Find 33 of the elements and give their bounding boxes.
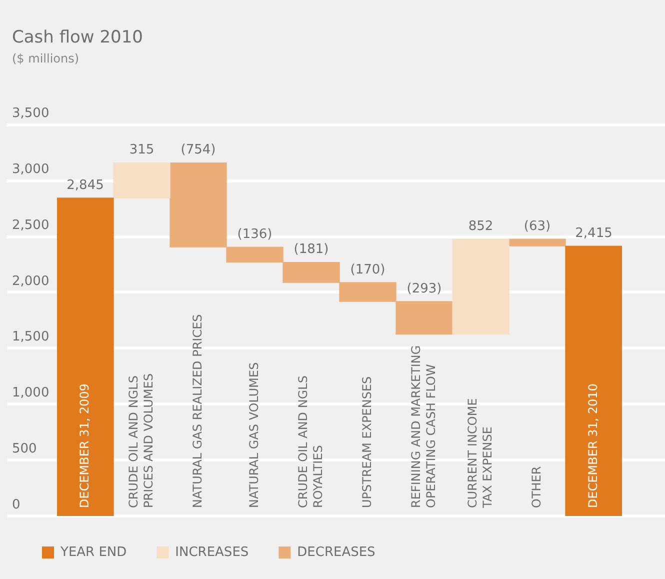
chart-subtitle: ($ millions) [12,52,80,66]
data-label: (293) [406,281,442,296]
data-label: (181) [294,242,329,258]
x-tick-label: OTHER [529,466,544,508]
x-tick-label: DECEMBER 31, 2009 [77,383,92,508]
y-tick-label: 2,000 [12,274,50,289]
data-label: 2,415 [575,226,612,241]
data-label: (170) [350,262,386,278]
legend-label: YEAR END [60,544,127,560]
y-tick-label: 0 [12,497,20,512]
x-tick-label: REFINING AND MARKETING OPERATING CASH FLOW [408,345,438,508]
x-tick-label: NATURAL GAS VOLUMES [246,362,261,508]
y-tick-label: 3,000 [12,162,50,178]
x-tick-label: CRUDE OIL AND NGLS PRICES AND VOLUMES [126,373,156,508]
data-label: 852 [468,218,494,234]
x-tick-label: UPSTREAM EXPENSES [360,376,374,508]
data-label: (136) [237,226,272,242]
data-label: (63) [524,218,551,234]
y-tick-label: 3,500 [12,106,50,122]
x-tick-label: CURRENT INCOME TAX EXPENSE [465,398,494,509]
x-tick-label: DECEMBER 31, 2010 [586,383,600,508]
y-tick-label: 2,500 [12,218,50,233]
data-label: 315 [129,142,154,158]
data-label: (754) [180,142,216,158]
y-tick-label: 500 [12,441,37,456]
x-tick-label: CRUDE OIL AND NGLS ROYALTIES [296,376,325,508]
y-tick-label: 1,500 [12,330,50,345]
chart-title: Cash flow 2010 [12,28,144,48]
y-tick-label: 1,000 [12,386,50,401]
data-label: 2,845 [66,178,104,193]
x-tick-label: NATURAL GAS REALIZED PRICES [190,314,204,508]
legend-label: DECREASES [297,544,376,560]
legend-label: INCREASES [175,544,249,560]
